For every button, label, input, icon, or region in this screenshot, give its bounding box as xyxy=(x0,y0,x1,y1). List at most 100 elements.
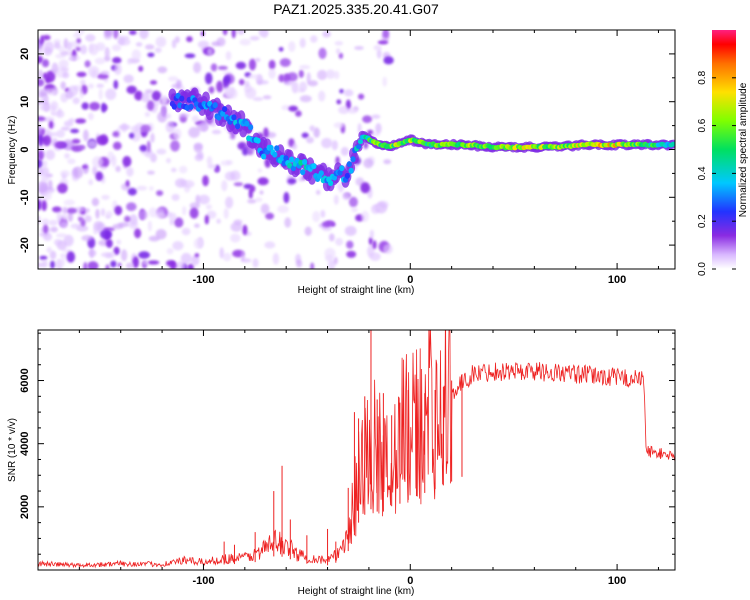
noise-blob xyxy=(369,252,381,261)
noise-blob xyxy=(283,191,290,204)
noise-blob xyxy=(95,208,100,219)
noise-blob xyxy=(351,207,358,213)
noise-blob xyxy=(210,63,218,72)
noise-blob xyxy=(155,36,167,48)
noise-blob xyxy=(64,153,70,159)
noise-blob xyxy=(259,190,264,195)
noise-blob xyxy=(216,218,221,224)
snr-plot-area xyxy=(38,330,675,569)
noise-blob xyxy=(136,185,148,191)
noise-blob xyxy=(346,250,357,258)
noise-blob xyxy=(38,116,46,122)
noise-blob xyxy=(83,262,88,269)
noise-blob xyxy=(138,210,148,220)
noise-blob xyxy=(81,102,89,110)
noise-blob xyxy=(313,127,321,138)
noise-blob xyxy=(296,259,303,268)
noise-blob xyxy=(95,171,103,181)
noise-blob xyxy=(100,166,107,171)
noise-blob xyxy=(306,72,311,85)
noise-blob xyxy=(344,225,357,236)
noise-blob xyxy=(132,256,139,269)
noise-blob xyxy=(299,81,308,92)
noise-blob xyxy=(145,89,154,94)
noise-blob xyxy=(139,144,148,152)
y-tick-label: 6000 xyxy=(19,368,31,392)
snr-series-line xyxy=(38,330,675,569)
noise-blob xyxy=(340,146,349,156)
noise-blob xyxy=(112,141,122,150)
noise-blob xyxy=(117,222,130,228)
noise-blob xyxy=(41,218,50,226)
noise-blob xyxy=(151,90,162,101)
noise-blob xyxy=(318,90,326,102)
noise-blob xyxy=(73,33,81,38)
noise-blob xyxy=(194,253,200,258)
noise-blob xyxy=(115,165,121,173)
noise-blob xyxy=(336,99,342,105)
noise-blob xyxy=(312,211,321,223)
noise-blob xyxy=(100,208,106,217)
noise-blob xyxy=(138,251,151,259)
noise-blob xyxy=(204,72,213,85)
noise-blob xyxy=(360,210,370,223)
noise-blob xyxy=(211,129,222,135)
noise-blob xyxy=(208,86,215,94)
noise-blob xyxy=(74,206,86,213)
noise-blob xyxy=(233,182,244,187)
noise-blob xyxy=(118,124,131,131)
noise-blob xyxy=(239,38,251,46)
noise-blob xyxy=(257,177,269,186)
spectrogram-noise xyxy=(38,30,394,269)
noise-blob xyxy=(321,137,333,149)
noise-blob xyxy=(45,149,56,161)
noise-blob xyxy=(39,255,48,260)
noise-blob xyxy=(192,255,200,265)
noise-blob xyxy=(38,78,45,87)
noise-blob xyxy=(51,62,59,74)
noise-blob xyxy=(169,261,177,269)
noise-blob xyxy=(85,208,90,213)
colorbar-tick-label: 0.2 xyxy=(697,214,708,228)
noise-blob xyxy=(206,210,217,219)
noise-blob xyxy=(333,256,338,265)
ridge-core xyxy=(175,92,181,99)
noise-blob xyxy=(147,52,155,58)
noise-blob xyxy=(240,250,246,261)
noise-blob xyxy=(235,61,247,70)
noise-blob xyxy=(130,125,141,133)
noise-blob xyxy=(301,132,309,139)
noise-blob xyxy=(92,156,104,168)
noise-blob xyxy=(191,115,199,123)
noise-blob xyxy=(42,160,48,168)
noise-blob xyxy=(268,59,276,70)
ridge-core xyxy=(290,165,296,172)
noise-blob xyxy=(318,47,327,60)
noise-blob xyxy=(130,130,141,142)
noise-blob xyxy=(52,206,62,213)
noise-blob xyxy=(207,163,217,169)
ridge-core xyxy=(356,144,362,150)
noise-blob xyxy=(161,105,166,115)
noise-blob xyxy=(230,222,243,232)
noise-blob xyxy=(175,261,186,269)
noise-blob xyxy=(85,34,96,42)
noise-blob xyxy=(72,97,80,105)
snr-frame xyxy=(37,329,676,571)
noise-blob xyxy=(62,206,68,214)
noise-blob xyxy=(288,105,299,112)
x-tick-label: 100 xyxy=(608,274,626,286)
snr-y-label: SNR (10 * v/v) xyxy=(7,418,18,482)
noise-blob xyxy=(272,252,280,265)
noise-blob xyxy=(299,38,306,48)
noise-blob xyxy=(100,252,113,258)
y-tick-label: 20 xyxy=(19,48,31,60)
colorbar-gradient xyxy=(712,30,736,269)
noise-blob xyxy=(60,126,71,131)
noise-blob xyxy=(182,206,187,216)
noise-blob xyxy=(128,132,135,139)
ridge-core xyxy=(248,124,254,131)
noise-blob xyxy=(338,105,350,115)
ridge-core xyxy=(348,167,354,174)
noise-blob xyxy=(328,233,335,242)
